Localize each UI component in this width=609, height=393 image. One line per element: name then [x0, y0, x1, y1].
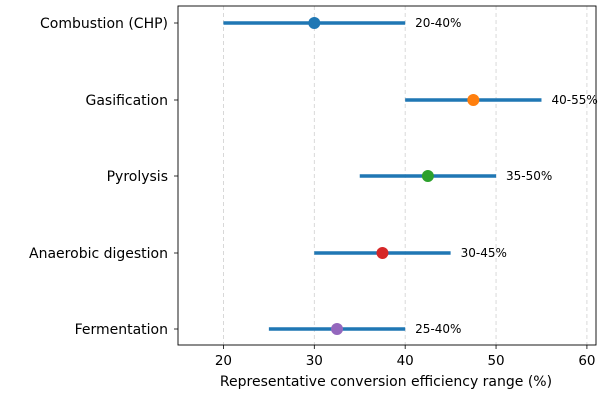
x-tick-label: 40: [397, 353, 414, 369]
range-label: 30-45%: [461, 246, 507, 260]
range-label: 40-55%: [551, 93, 597, 107]
range-label: 35-50%: [506, 169, 552, 183]
category-label: Gasification: [85, 93, 168, 109]
x-tick-label: 60: [578, 353, 595, 369]
midpoint-marker: [467, 94, 480, 106]
axes-frame: [177, 5, 597, 346]
x-tick-label: 30: [306, 353, 323, 369]
midpoint-marker: [308, 17, 321, 29]
midpoint-marker: [331, 323, 344, 335]
range-bars: 20-40% 40-55% 35-50% 30-45% 25-40%: [223, 16, 598, 336]
x-axis-title: Representative conversion efficiency ran…: [220, 374, 552, 390]
category-label: Combustion (CHP): [40, 16, 168, 32]
category-label: Pyrolysis: [107, 169, 168, 185]
category-label: Fermentation: [75, 322, 168, 338]
range-label: 25-40%: [415, 322, 461, 336]
midpoint-marker: [376, 247, 389, 259]
x-tick-label: 50: [487, 353, 504, 369]
tick-layer: 20 30 40 50 60 Combustion (CHP) Gasification Py…: [29, 16, 595, 369]
plot-frame: [177, 5, 597, 346]
range-label: 20-40%: [415, 16, 461, 30]
midpoint-marker: [421, 170, 434, 182]
category-label: Anaerobic digestion: [29, 246, 168, 262]
x-tick-label: 20: [215, 353, 232, 369]
